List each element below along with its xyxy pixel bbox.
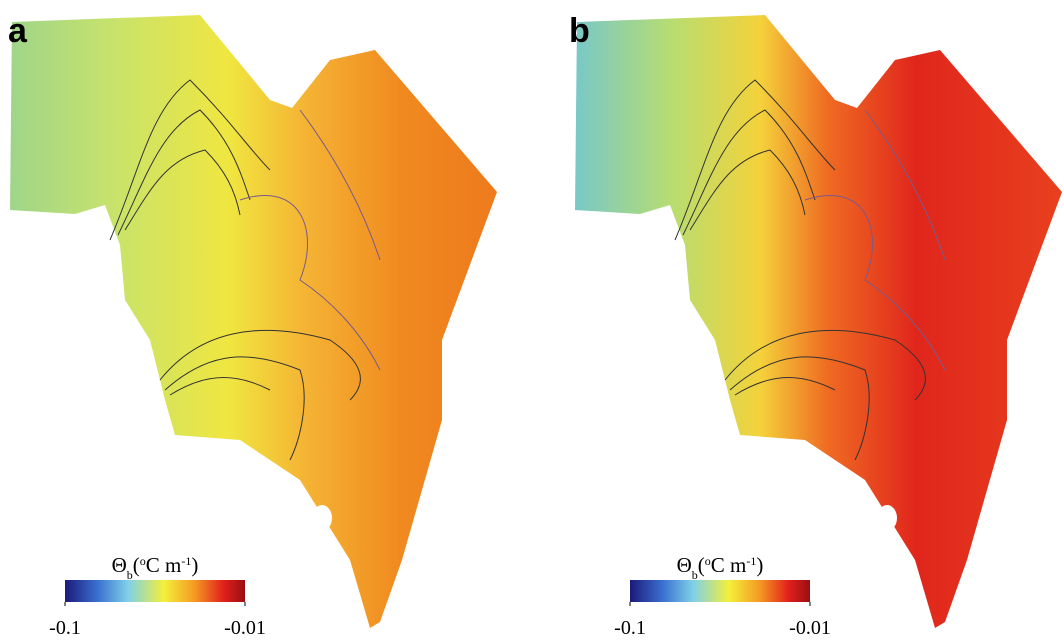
colorbar-title-part: -1	[181, 554, 191, 568]
colorbar-tick-label: -0.1	[49, 617, 81, 639]
panel-label: b	[569, 12, 590, 50]
panel-label: a	[8, 12, 28, 50]
colorbar-title-part: (	[698, 553, 705, 577]
colorbar-title-part: b	[127, 568, 133, 582]
colorbar-tick-label: -0.01	[224, 617, 266, 639]
colorbar-gradient	[630, 580, 810, 602]
colorbar-title-part: Θ	[112, 553, 127, 577]
colorbar-title-part: C m	[711, 553, 747, 577]
colorbar-title-part: )	[756, 553, 763, 577]
colorbar-tick-label: -0.1	[614, 617, 646, 639]
colorbar: Θb(oC m-1) -0.1 -0.01	[49, 553, 266, 639]
colorbar-title-part: Θ	[677, 553, 692, 577]
map-panel-a: a	[8, 12, 497, 628]
colorbar-title-part: -1	[746, 554, 756, 568]
colorbar-title: Θb(oC m-1)	[112, 553, 199, 582]
colorbar-title-part: o	[705, 554, 711, 568]
colorbar: Θb(oC m-1) -0.1 -0.01	[614, 553, 831, 639]
colorbar-title-part: (	[133, 553, 140, 577]
colorbar-title-part: C m	[146, 553, 182, 577]
colorbar-title-part: )	[191, 553, 198, 577]
colorbar-title: Θb(oC m-1)	[677, 553, 764, 582]
colorbar-title-part: o	[140, 554, 146, 568]
map-panel-b: b	[569, 12, 1062, 628]
colorbar-tick-label: -0.01	[789, 617, 831, 639]
colorbar-title-part: b	[692, 568, 698, 582]
colorbar-gradient	[65, 580, 245, 602]
